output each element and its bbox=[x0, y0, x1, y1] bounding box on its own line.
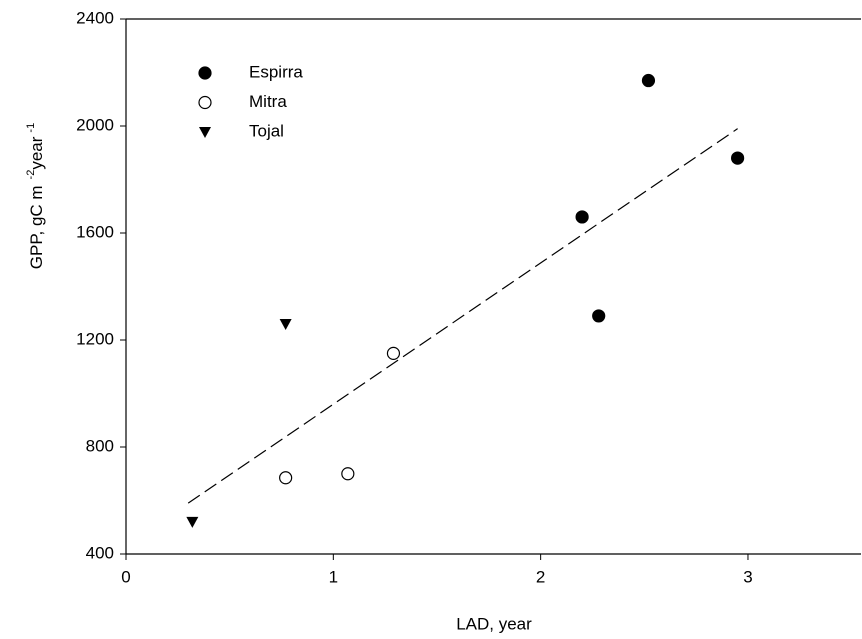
marker bbox=[386, 346, 401, 360]
fit-line bbox=[187, 128, 738, 504]
marker bbox=[279, 471, 293, 485]
y-axis-label: GPP, gC m -2year -1 bbox=[25, 123, 47, 269]
x-tick-label: 0 bbox=[121, 567, 130, 586]
legend-label: Espirra bbox=[249, 62, 303, 81]
y-tick-label: 2000 bbox=[76, 115, 114, 134]
x-tick-label: 3 bbox=[743, 567, 752, 586]
legend-marker bbox=[198, 95, 212, 110]
legend-marker bbox=[198, 66, 212, 80]
legend-marker bbox=[199, 127, 211, 138]
x-tick-label: 1 bbox=[329, 567, 338, 586]
x-axis-label: LAD, year bbox=[456, 614, 532, 633]
marker bbox=[341, 467, 355, 481]
y-label-sup: -1 bbox=[25, 123, 37, 133]
y-label-part: GPP, gC m bbox=[27, 185, 46, 269]
marker bbox=[731, 151, 745, 165]
marker bbox=[592, 309, 606, 323]
y-label-part: year bbox=[27, 136, 46, 169]
marker bbox=[641, 73, 656, 88]
y-tick-label: 400 bbox=[86, 543, 114, 562]
y-tick-label: 1200 bbox=[76, 329, 114, 348]
legend-label: Tojal bbox=[249, 121, 284, 140]
marker bbox=[186, 516, 199, 528]
y-tick-label: 800 bbox=[86, 436, 114, 455]
y-tick-label: 2400 bbox=[76, 8, 114, 27]
marker bbox=[279, 318, 292, 330]
y-tick-label: 1600 bbox=[76, 222, 114, 241]
y-label-sup: -2 bbox=[25, 170, 37, 180]
legend-label: Mitra bbox=[249, 92, 287, 111]
marker bbox=[575, 210, 589, 224]
x-tick-label: 2 bbox=[536, 567, 545, 586]
